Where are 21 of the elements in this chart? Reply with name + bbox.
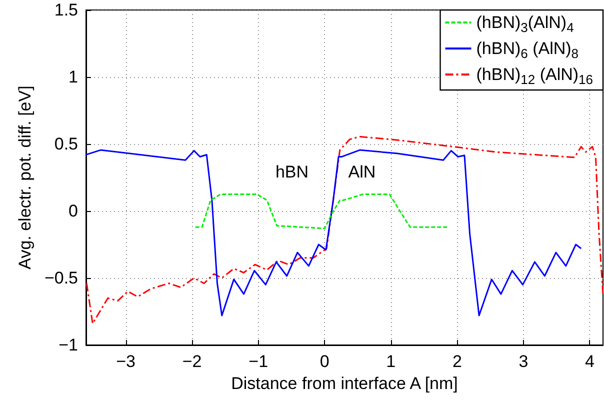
x-tick-label: 4 xyxy=(585,352,594,371)
annotation: hBN xyxy=(275,162,309,182)
x-tick-label: −3 xyxy=(116,352,136,371)
x-tick-label: 2 xyxy=(452,352,462,371)
y-tick-label: 1 xyxy=(68,68,78,86)
y-axis-title: Avg. electr. pot. diff. [eV] xyxy=(16,86,35,270)
line-series xyxy=(85,149,582,316)
x-tick-label: 1 xyxy=(386,352,396,371)
x-axis-title: Distance from interface A [nm] xyxy=(231,374,458,393)
y-tick-label: 1.5 xyxy=(54,0,78,20)
x-tick-label: −1 xyxy=(248,352,268,371)
line-series xyxy=(86,136,604,324)
annotation: AlN xyxy=(348,162,376,182)
x-tick-label: 3 xyxy=(518,352,528,371)
y-tick-label: 0 xyxy=(68,202,78,220)
y-tick-label: 0.5 xyxy=(54,134,78,154)
y-tick-label: −0.5 xyxy=(44,268,78,288)
y-tick-label: −1 xyxy=(58,336,78,354)
x-tick-label: −2 xyxy=(182,352,202,371)
line-series xyxy=(194,194,450,230)
x-tick-label: 0 xyxy=(320,352,330,371)
